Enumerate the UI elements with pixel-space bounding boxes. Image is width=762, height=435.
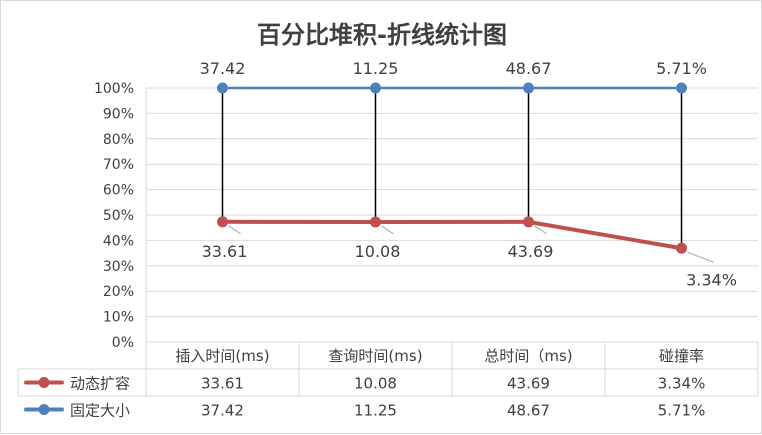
table-cell-value: 37.42 bbox=[201, 402, 244, 420]
y-tick-label: 100% bbox=[94, 81, 134, 97]
data-label: 11.25 bbox=[353, 59, 399, 78]
series-line bbox=[222, 219, 682, 251]
table-cell-value: 33.61 bbox=[201, 375, 244, 393]
y-tick-label: 60% bbox=[103, 183, 134, 199]
table-cell-value: 10.08 bbox=[354, 375, 397, 393]
data-label: 37.42 bbox=[200, 59, 246, 78]
data-label: 10.08 bbox=[355, 242, 401, 261]
data-label: 3.34% bbox=[686, 270, 737, 289]
series-marker bbox=[217, 216, 228, 228]
y-tick-label: 20% bbox=[103, 284, 134, 300]
table-cell-value: 11.25 bbox=[354, 402, 397, 420]
data-label-leader bbox=[687, 251, 714, 263]
series-marker bbox=[370, 82, 381, 94]
table-cell-value: 5.71% bbox=[658, 402, 706, 420]
category-label: 总时间（ms) bbox=[484, 347, 572, 365]
data-labels: 33.61 10.08 43.69 3.34% 37.42 11.25 48.67 5.71% bbox=[200, 59, 737, 289]
table-cell-value: 48.67 bbox=[507, 402, 550, 420]
legend-series-name: 固定大小 bbox=[70, 402, 130, 420]
table-cell-value: 3.34% bbox=[658, 375, 706, 393]
y-tick-label: 70% bbox=[103, 157, 134, 173]
y-tick-label: 50% bbox=[103, 208, 134, 224]
series-lines bbox=[217, 82, 687, 254]
data-label-leader bbox=[534, 225, 547, 235]
table-cell-value: 43.69 bbox=[507, 375, 550, 393]
data-label: 33.61 bbox=[202, 242, 248, 261]
chart-title: 百分比堆积-折线统计图 bbox=[257, 21, 507, 49]
category-label: 插入时间(ms) bbox=[175, 347, 269, 365]
data-label: 5.71% bbox=[656, 59, 707, 78]
category-label: 碰撞率 bbox=[659, 347, 704, 365]
gridlines bbox=[146, 87, 758, 343]
y-tick-label: 80% bbox=[103, 132, 134, 148]
y-tick-label: 0% bbox=[112, 335, 134, 351]
y-tick-label: 10% bbox=[103, 310, 134, 326]
legend-key-marker bbox=[38, 404, 50, 415]
y-tick-label: 40% bbox=[103, 233, 134, 249]
drop-lines bbox=[221, 88, 683, 249]
category-label: 查询时间(ms) bbox=[328, 347, 422, 365]
series-marker bbox=[523, 82, 534, 94]
data-label-leader bbox=[228, 225, 241, 235]
legend-key-marker bbox=[38, 377, 50, 388]
series-marker bbox=[217, 82, 228, 94]
series-marker bbox=[370, 216, 381, 228]
y-axis: 0% 10% 20% 30% 40% 50% 60% 70% 80% 90% 100% bbox=[94, 81, 134, 351]
data-label: 48.67 bbox=[506, 59, 552, 78]
series-marker bbox=[676, 242, 687, 254]
series-marker bbox=[676, 82, 687, 94]
data-label-leader bbox=[381, 225, 394, 235]
series-marker bbox=[523, 216, 534, 228]
y-tick-label: 30% bbox=[103, 259, 134, 275]
y-tick-label: 90% bbox=[103, 106, 134, 122]
legend-series-name: 动态扩容 bbox=[70, 375, 130, 393]
data-label: 43.69 bbox=[508, 242, 554, 261]
